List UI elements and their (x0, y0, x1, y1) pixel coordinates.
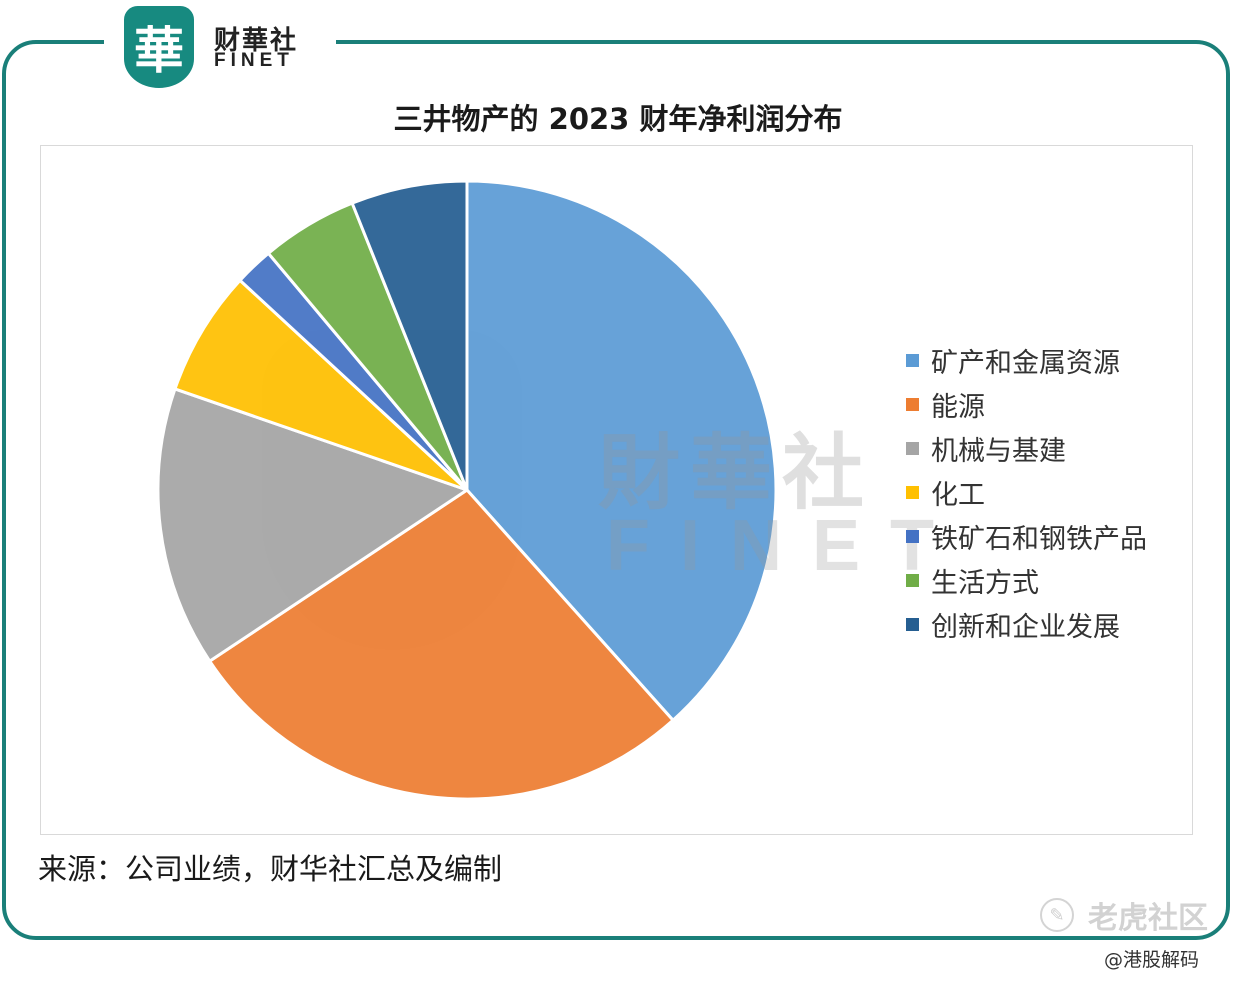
pie-slice-3 (173, 278, 469, 492)
legend-swatch-5 (906, 573, 919, 587)
legend-swatch-4 (906, 529, 919, 543)
logo-chinese-text: 财華社 (214, 26, 299, 56)
legend-label-0: 矿产和金属资源 (931, 347, 1120, 379)
legend-label-4: 铁矿石和钢铁产品 (931, 523, 1147, 555)
legend-item-3: 化工 (906, 470, 1147, 514)
legend-item-1: 能源 (906, 382, 1147, 426)
legend-item-4: 铁矿石和钢铁产品 (906, 514, 1147, 558)
legend-swatch-3 (906, 485, 919, 499)
plot-area (40, 145, 1193, 835)
legend-swatch-2 (906, 441, 919, 455)
legend-swatch-6 (906, 617, 919, 631)
legend-item-6: 创新和企业发展 (906, 602, 1147, 646)
chart-legend: 矿产和金属资源 能源机械与基建化工铁矿石和钢铁产品 生活方式创新和企业发展 (906, 338, 1147, 646)
legend-label-2: 机械与基建 (931, 435, 1066, 467)
pie-slice-2 (156, 387, 469, 663)
author-handle: @港股解码 (1104, 949, 1200, 971)
legend-label-1: 能源 (931, 391, 985, 423)
logo-english-text: FINET (214, 50, 294, 71)
legend-label-6: 创新和企业发展 (931, 611, 1120, 643)
card-frame (2, 40, 1230, 940)
watermark-chinese: 財華社 (598, 426, 875, 521)
tiger-logo-icon: ✎ (1040, 898, 1074, 932)
watermark-english: FINET (606, 506, 964, 586)
source-note: 来源：公司业绩，财华社汇总及编制 (38, 852, 503, 886)
pie-slice-1 (208, 488, 675, 801)
legend-label-5: 生活方式 (931, 567, 1039, 599)
legend-item-2: 机械与基建 (906, 426, 1147, 470)
pie-slice-6 (350, 179, 469, 492)
finet-logo-badge: 華 (124, 6, 194, 88)
legend-swatch-1 (906, 397, 919, 411)
legend-item-0: 矿产和金属资源 (906, 338, 1147, 382)
legend-swatch-0 (906, 353, 919, 367)
chart-title: 三井物产的 2023 财年净利润分布 (393, 102, 843, 136)
legend-item-5: 生活方式 (906, 558, 1147, 602)
legend-label-3: 化工 (931, 479, 985, 511)
platform-watermark: 老虎社区 (1088, 901, 1208, 936)
pie-slice-0 (465, 179, 778, 722)
